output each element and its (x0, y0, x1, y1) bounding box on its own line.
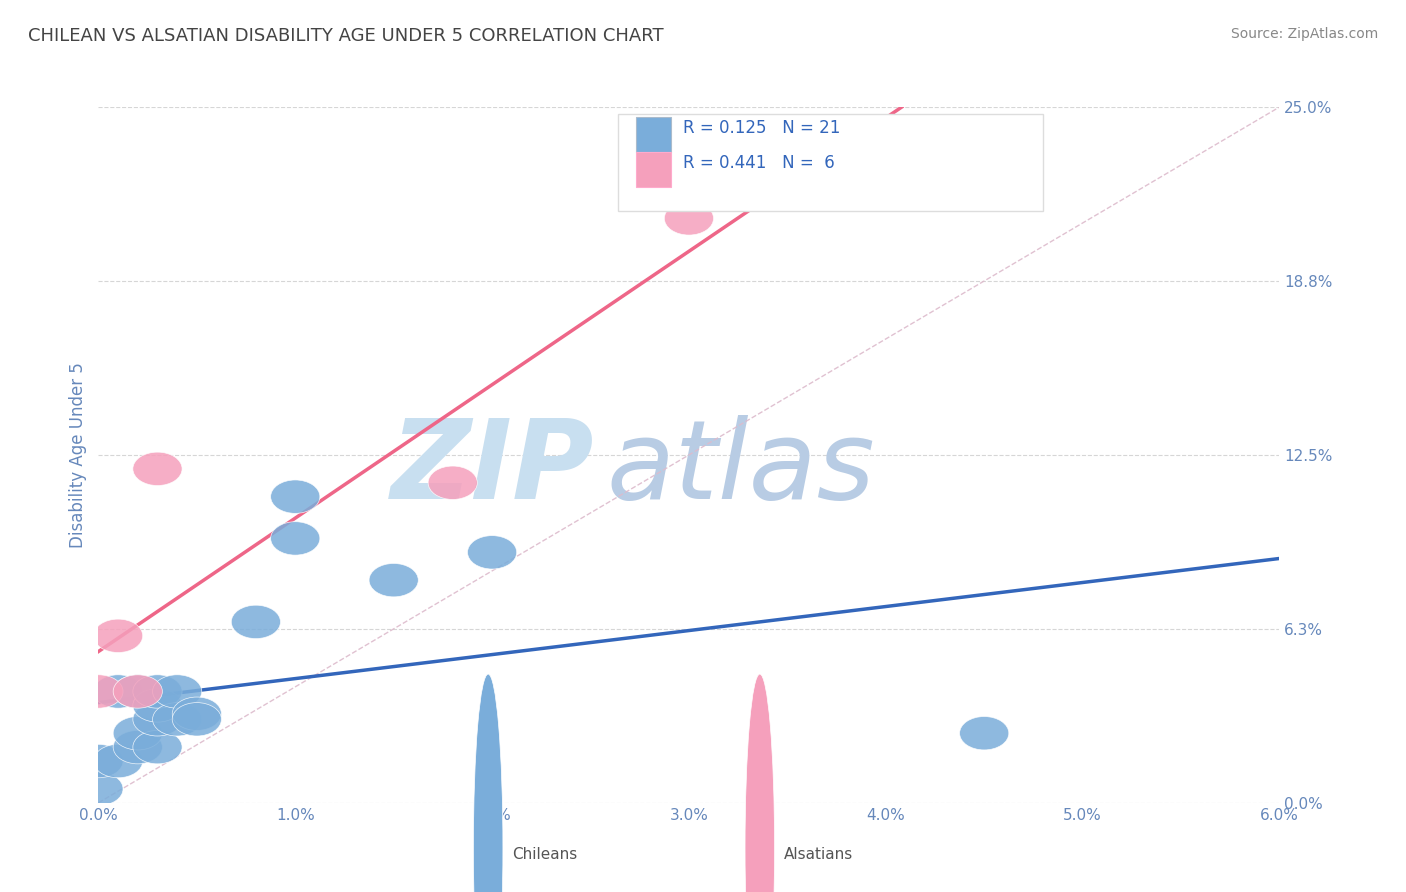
Text: Source: ZipAtlas.com: Source: ZipAtlas.com (1230, 27, 1378, 41)
Ellipse shape (153, 674, 202, 708)
Ellipse shape (134, 703, 183, 736)
Text: Alsatians: Alsatians (783, 847, 852, 863)
Text: R = 0.125   N = 21: R = 0.125 N = 21 (683, 120, 841, 137)
Ellipse shape (94, 619, 143, 653)
Ellipse shape (134, 689, 183, 723)
Ellipse shape (270, 480, 321, 514)
Ellipse shape (745, 674, 775, 892)
FancyBboxPatch shape (619, 114, 1043, 211)
Bar (636, 153, 671, 187)
Ellipse shape (959, 716, 1010, 750)
Ellipse shape (75, 772, 124, 805)
Ellipse shape (664, 202, 713, 235)
Ellipse shape (153, 703, 202, 736)
Text: Chileans: Chileans (512, 847, 576, 863)
Text: atlas: atlas (606, 416, 875, 523)
Ellipse shape (134, 452, 183, 485)
Bar (636, 118, 671, 153)
Ellipse shape (114, 674, 163, 708)
Text: R = 0.441   N =  6: R = 0.441 N = 6 (683, 154, 835, 172)
Ellipse shape (75, 674, 124, 708)
Ellipse shape (270, 522, 321, 555)
Ellipse shape (173, 697, 222, 731)
Ellipse shape (94, 674, 143, 708)
Ellipse shape (427, 466, 477, 500)
Ellipse shape (173, 703, 222, 736)
Ellipse shape (467, 535, 517, 569)
Ellipse shape (474, 674, 503, 892)
Ellipse shape (114, 674, 163, 708)
Ellipse shape (114, 716, 163, 750)
Ellipse shape (134, 731, 183, 764)
Ellipse shape (114, 731, 163, 764)
Ellipse shape (134, 674, 183, 708)
Ellipse shape (75, 744, 124, 778)
Ellipse shape (94, 744, 143, 778)
Ellipse shape (231, 605, 281, 639)
Text: ZIP: ZIP (391, 416, 595, 523)
Text: CHILEAN VS ALSATIAN DISABILITY AGE UNDER 5 CORRELATION CHART: CHILEAN VS ALSATIAN DISABILITY AGE UNDER… (28, 27, 664, 45)
Y-axis label: Disability Age Under 5: Disability Age Under 5 (69, 362, 87, 548)
Ellipse shape (368, 564, 419, 597)
